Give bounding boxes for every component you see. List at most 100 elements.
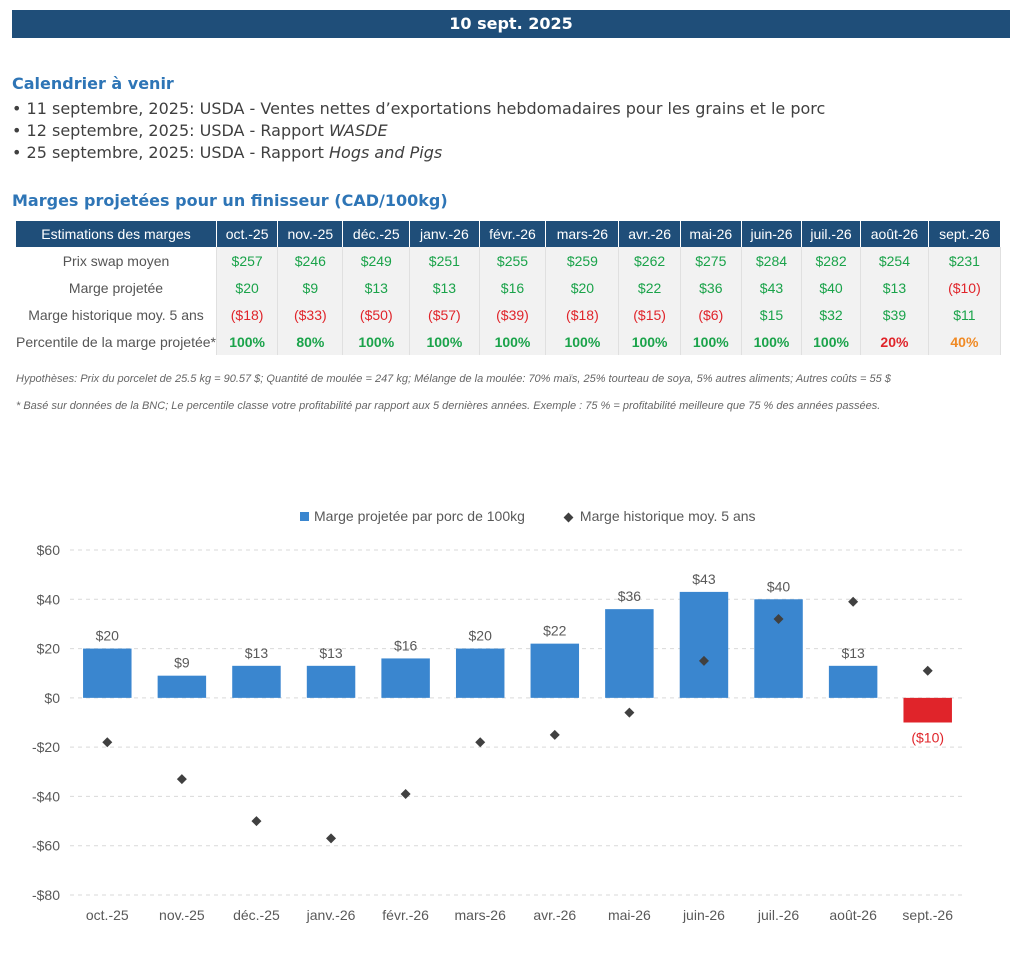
bar — [605, 609, 654, 698]
calendar-item: 11 septembre, 2025: USDA - Ventes nettes… — [12, 98, 826, 120]
table-cell: $255 — [479, 247, 547, 274]
bar — [83, 648, 132, 698]
bar — [232, 665, 281, 698]
table-cell: $40 — [801, 274, 862, 301]
table-row: Prix swap moyen $257 $246 $249 $251 $255 $259 $… — [16, 247, 1002, 274]
table-cell: $257 — [216, 247, 279, 274]
legend-bar-swatch — [300, 512, 309, 521]
header-month: juil.-26 — [801, 221, 862, 247]
y-tick-label: $60 — [37, 542, 61, 558]
y-tick-label: -$40 — [32, 788, 60, 804]
historical-marker — [922, 665, 933, 676]
y-tick-label: -$60 — [32, 838, 60, 854]
bar-data-label: $36 — [618, 588, 642, 604]
bar-data-label: $13 — [245, 645, 269, 661]
table-cell: $282 — [801, 247, 862, 274]
x-tick-label: déc.-25 — [233, 907, 280, 923]
x-tick-label: mai-26 — [608, 907, 651, 923]
table-cell: 100% — [680, 328, 742, 355]
table-row: Marge historique moy. 5 ans ($18) ($33) ($5… — [16, 301, 1002, 328]
historical-marker — [326, 833, 337, 844]
header-month: août-26 — [860, 221, 929, 247]
table-cell: $36 — [680, 274, 742, 301]
bar — [381, 658, 430, 698]
x-tick-label: nov.-25 — [159, 907, 205, 923]
table-cell: 100% — [479, 328, 547, 355]
table-cell: $39 — [860, 301, 929, 328]
x-tick-label: juin-26 — [682, 907, 725, 923]
legend-item-marker: Marge historique moy. 5 ans — [563, 508, 756, 524]
bar-data-label: $40 — [767, 578, 791, 594]
table-header-row: Estimations des marges oct.-25 nov.-25 déc… — [16, 221, 1002, 247]
table-cell: $13 — [860, 274, 929, 301]
row-label: Marge historique moy. 5 ans — [16, 301, 217, 328]
table-row: Percentile de la marge projetée* 100% 80% 1… — [16, 328, 1002, 355]
table-cell: $11 — [928, 301, 1002, 328]
table-cell: 100% — [741, 328, 803, 355]
row-label: Marge projetée — [16, 274, 217, 301]
row-label: Prix swap moyen — [16, 247, 217, 274]
calendar-title: Calendrier à venir — [12, 74, 174, 93]
header-month: juin-26 — [741, 221, 803, 247]
assumptions-note: Hypothèses: Prix du porcelet de 25.5 kg … — [16, 373, 891, 385]
historical-marker — [549, 729, 560, 740]
header-label: Estimations des marges — [16, 221, 217, 247]
bar — [903, 697, 952, 723]
table-cell: 100% — [409, 328, 480, 355]
table-cell: ($33) — [277, 301, 344, 328]
bar-data-label: $20 — [96, 628, 120, 644]
margins-title: Marges projetées pour un finisseur (CAD/… — [12, 191, 448, 210]
table-row: Marge projetée $20 $9 $13 $13 $16 $20 $22 $36 $43… — [16, 274, 1002, 301]
table-cell: ($50) — [342, 301, 411, 328]
calendar-list: 11 septembre, 2025: USDA - Ventes nettes… — [12, 98, 826, 164]
header-month: sept.-26 — [928, 221, 1002, 247]
y-tick-label: -$20 — [32, 739, 60, 755]
header-month: mars-26 — [545, 221, 620, 247]
x-tick-label: août-26 — [829, 907, 877, 923]
bar — [455, 648, 505, 698]
header-month: déc.-25 — [342, 221, 411, 247]
table-cell: $16 — [479, 274, 547, 301]
historical-marker — [400, 788, 411, 799]
table-cell: $43 — [741, 274, 803, 301]
y-tick-label: -$80 — [32, 887, 60, 903]
table-cell: $15 — [741, 301, 803, 328]
header-month: avr.-26 — [618, 221, 681, 247]
table-cell: 100% — [342, 328, 411, 355]
calendar-item: 25 septembre, 2025: USDA - Rapport Hogs … — [12, 142, 825, 164]
table-cell: $20 — [545, 274, 620, 301]
table-cell: $262 — [618, 247, 681, 274]
historical-marker — [176, 774, 187, 785]
table-cell: 100% — [618, 328, 681, 355]
legend-bar-label: Marge projetée par porc de 100kg — [314, 508, 525, 524]
bar-data-label: $43 — [692, 571, 716, 587]
x-tick-label: janv.-26 — [306, 907, 356, 923]
table-cell: 20% — [860, 328, 929, 355]
table-cell: $231 — [928, 247, 1002, 274]
bar-data-label: $22 — [543, 623, 567, 639]
margins-table: Estimations des marges oct.-25 nov.-25 déc… — [16, 221, 1002, 355]
row-label: Percentile de la marge projetée* — [16, 328, 217, 355]
table-cell: $284 — [741, 247, 803, 274]
legend-item-bar: Marge projetée par porc de 100kg — [300, 508, 525, 524]
table-cell: $22 — [618, 274, 681, 301]
table-cell: 40% — [928, 328, 1002, 355]
table-cell: $32 — [801, 301, 862, 328]
table-cell: 100% — [216, 328, 279, 355]
table-cell: $13 — [409, 274, 480, 301]
table-cell: 100% — [801, 328, 862, 355]
bar-data-label: $13 — [841, 645, 865, 661]
table-cell: ($57) — [409, 301, 480, 328]
bar — [157, 675, 207, 698]
bar-data-label: ($10) — [911, 730, 944, 746]
date-banner: 10 sept. 2025 — [12, 10, 1010, 38]
table-cell: $251 — [409, 247, 480, 274]
header-month: janv.-26 — [409, 221, 480, 247]
legend-marker-label: Marge historique moy. 5 ans — [579, 508, 756, 524]
table-cell: $275 — [680, 247, 742, 274]
table-cell: $246 — [277, 247, 344, 274]
y-tick-label: $20 — [37, 641, 61, 657]
historical-marker — [848, 596, 859, 607]
footnote: * Basé sur données de la BNC; Le percent… — [16, 400, 881, 412]
bar-data-label: $9 — [174, 655, 190, 671]
